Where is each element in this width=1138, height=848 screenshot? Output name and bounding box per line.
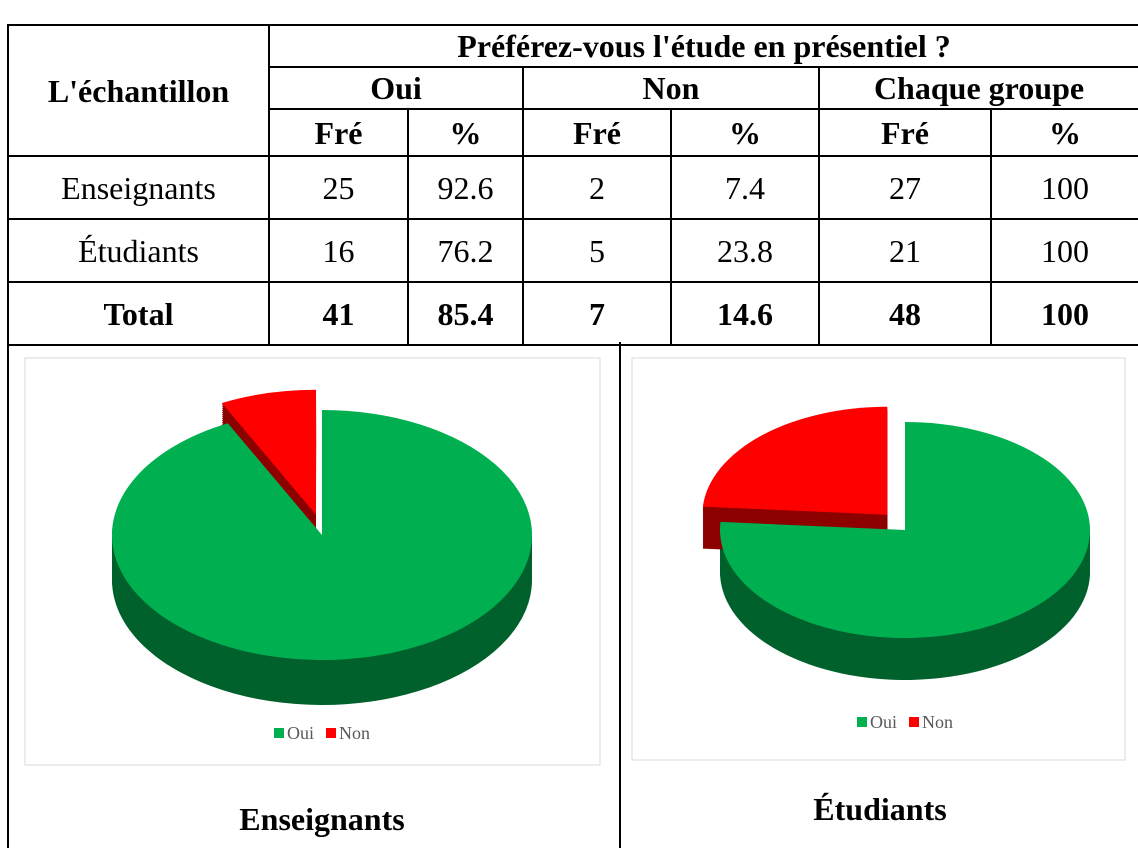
group-header: Oui [268, 66, 524, 110]
sub-header: Fré [268, 108, 409, 157]
table-cell: 2 [522, 155, 672, 220]
row-label: Enseignants [7, 155, 270, 220]
sub-header: % [407, 108, 524, 157]
sub-header: Fré [818, 108, 992, 157]
table-cell: 100 [989, 155, 1138, 220]
row-header: L'échantillon [7, 24, 270, 157]
sub-header: Fré [522, 108, 672, 157]
charts-area: Oui Non Enseignants Oui Non Étudiants [7, 342, 1126, 848]
group-header: Non [522, 66, 820, 110]
table-title: Préférez-vous l'étude en présentiel ? [267, 24, 1138, 68]
table-cell: 16 [268, 218, 409, 283]
pie-slice [221, 389, 317, 515]
table-cell: 21 [818, 218, 992, 283]
table-cell: 76.2 [407, 218, 524, 283]
legend-swatch [326, 728, 336, 738]
legend-label: Oui [870, 712, 897, 732]
legend-label: Non [339, 723, 370, 743]
table-cell: 100 [989, 218, 1138, 283]
data-table: L'échantillon Préférez-vous l'étude en p… [7, 24, 1138, 346]
legend-swatch [274, 728, 284, 738]
table-cell: 7.4 [670, 155, 820, 220]
table-cell: 5 [522, 218, 672, 283]
legend: Oui Non [857, 712, 953, 732]
group-header: Chaque groupe [817, 66, 1138, 110]
chart-title: Étudiants [813, 791, 946, 827]
table-cell: 23.8 [670, 218, 820, 283]
chart-title: Enseignants [239, 801, 404, 837]
table-cell: 85.4 [407, 281, 524, 346]
row-label: Total [7, 281, 270, 346]
legend: Oui Non [274, 723, 370, 743]
table-row: Total 41 85.4 7 14.6 48 100 [7, 281, 1138, 346]
chart-frame [631, 357, 1126, 761]
table-cell: 7 [522, 281, 672, 346]
table-cell: 27 [818, 155, 992, 220]
chart-frame [24, 357, 601, 766]
row-label: Étudiants [7, 218, 270, 283]
table-cell: 41 [268, 281, 409, 346]
sub-header: % [989, 108, 1138, 157]
table-cell: 25 [268, 155, 409, 220]
pie-slice [702, 406, 888, 515]
table-cell: 92.6 [407, 155, 524, 220]
legend-label: Oui [287, 723, 314, 743]
table-cell: 14.6 [670, 281, 820, 346]
table-row: Étudiants 16 76.2 5 23.8 21 100 [7, 218, 1138, 283]
legend-swatch [857, 717, 867, 727]
pie-slice [111, 410, 532, 660]
table-cell: 100 [989, 281, 1138, 346]
table-cell: 48 [818, 281, 992, 346]
table-row: Enseignants 25 92.6 2 7.4 27 100 [7, 155, 1138, 220]
legend-label: Non [922, 712, 953, 732]
legend-swatch [909, 717, 919, 727]
pie-slice [719, 422, 1090, 638]
sub-header: % [670, 108, 820, 157]
